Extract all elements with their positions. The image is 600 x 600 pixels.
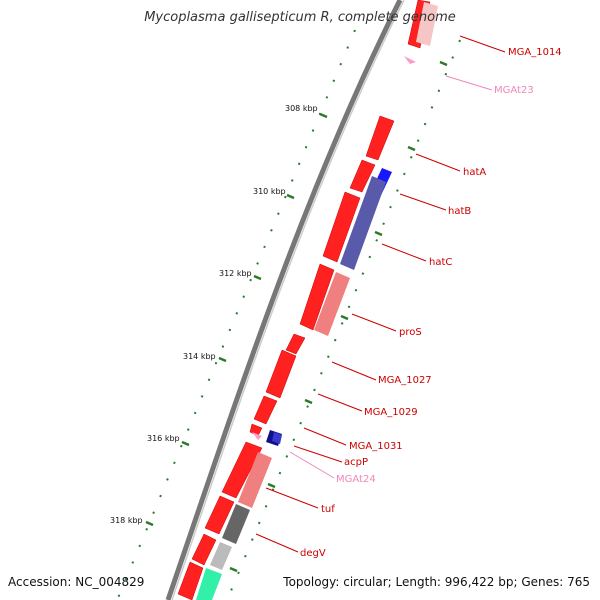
label-leaders xyxy=(255,35,506,553)
map-title: Mycoplasma gallisepticum R, complete gen… xyxy=(144,10,456,25)
tick-label-314: 314 kbp xyxy=(183,352,216,361)
gene-label-hatc: hatC xyxy=(429,257,452,268)
forward-genes xyxy=(177,0,431,600)
accession-text: Accession: NC_004829 xyxy=(8,575,145,589)
gene-mga1029-shape xyxy=(253,395,278,425)
gene-label-mgat23: MGAt23 xyxy=(494,85,534,96)
gene-label-mgat24: MGAt24 xyxy=(336,474,376,485)
gene-label-hatb: hatB xyxy=(448,206,471,217)
tick-label-308: 308 kbp xyxy=(285,104,318,113)
gene-label-pros: proS xyxy=(399,327,422,338)
gene-hata-shape xyxy=(365,115,395,161)
gene-mga1031-navy-2-shape xyxy=(272,432,282,444)
tick-label-318: 318 kbp xyxy=(110,516,143,525)
genome-backbone xyxy=(165,0,403,600)
tick-label-316: 316 kbp xyxy=(147,434,180,443)
gene-tail-shape xyxy=(177,561,204,600)
gene-hatc-shape xyxy=(299,263,335,331)
gene-hata-2-shape xyxy=(349,159,376,193)
outer-tick-track xyxy=(117,29,356,599)
gene-label-mga-1031: MGA_1031 xyxy=(349,441,403,452)
genome-backbone-inner xyxy=(171,0,405,600)
gene-tuf-grey-shape xyxy=(222,504,250,544)
inner-ticks xyxy=(229,60,448,573)
tick-label-310: 310 kbp xyxy=(253,187,286,196)
gene-hatb-purple-shape xyxy=(340,176,386,270)
gene-mga1027-shape xyxy=(265,349,297,399)
gene-acpp-shape xyxy=(221,441,263,499)
gene-bottom-teal-shape xyxy=(196,568,222,600)
gene-degv-shape xyxy=(191,533,217,566)
gene-hatb-shape xyxy=(322,191,361,263)
gene-tuf-pink-shape xyxy=(238,452,272,508)
gene-pros-pink-shape xyxy=(314,272,350,336)
gene-degv-lightgrey-shape xyxy=(210,542,232,570)
gene-label-tuf: tuf xyxy=(321,504,335,515)
gene-pros-shape xyxy=(285,333,306,355)
genome-summary-text: Topology: circular; Length: 996,422 bp; … xyxy=(283,575,590,589)
gene-label-mga-1027: MGA_1027 xyxy=(378,375,432,386)
gene-tuf-shape xyxy=(204,495,235,535)
gene-mgat23-shape xyxy=(404,56,416,64)
gene-label-degv: degV xyxy=(300,548,326,559)
gene-label-mga-1029: MGA_1029 xyxy=(364,407,418,418)
gene-mgat24-shape xyxy=(252,432,262,440)
gene-label-mga-1014: MGA_1014 xyxy=(508,47,562,58)
tick-label-312: 312 kbp xyxy=(219,269,252,278)
gene-mga-1014-light-shape xyxy=(416,2,438,46)
gene-label-acpp: acpP xyxy=(344,457,368,468)
major-ticks xyxy=(145,112,328,527)
gene-label-hata: hatA xyxy=(463,167,486,178)
